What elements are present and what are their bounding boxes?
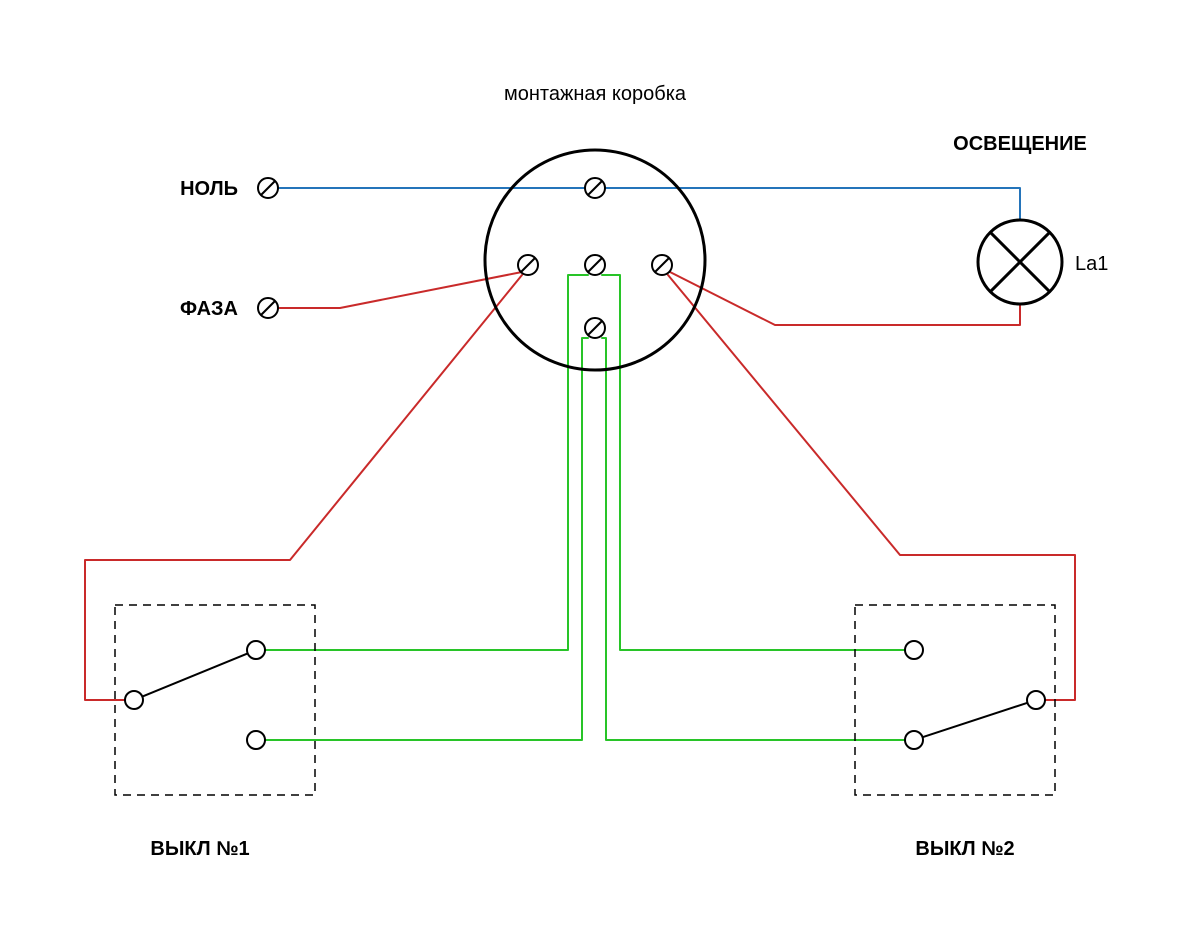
switch-1-common-node [125, 691, 143, 709]
switch-1-arm [142, 653, 247, 696]
label-phase: ФАЗА [180, 298, 238, 320]
switch-2 [855, 605, 1055, 795]
label-lamp: La1 [1075, 253, 1108, 275]
switch-2-upper-node [905, 641, 923, 659]
switch-2-common-node [1027, 691, 1045, 709]
switch-2-lower-node [905, 731, 923, 749]
switch-1-box [115, 605, 315, 795]
junction-box [485, 150, 705, 370]
wire-0 [278, 188, 1020, 220]
label-neutral: НОЛЬ [180, 178, 238, 200]
switch-1 [115, 605, 315, 795]
wires-layer [85, 188, 1075, 740]
label-switch2: ВЫКЛ №2 [915, 838, 1014, 860]
wiring-diagram: монтажная коробка НОЛЬ ФАЗА ОСВЕЩЕНИЕ La1 ВЫК… [0, 0, 1190, 941]
label-lighting: ОСВЕЩЕНИЕ [953, 133, 1087, 155]
switch-1-upper-node [247, 641, 265, 659]
labels-layer: монтажная коробка НОЛЬ ФАЗА ОСВЕЩЕНИЕ La1 ВЫК… [150, 83, 1108, 860]
wire-4 [668, 275, 1075, 700]
wire-3 [85, 275, 522, 700]
wire-5 [265, 275, 588, 650]
wire-7 [602, 275, 905, 650]
wire-8 [602, 338, 905, 740]
switch-2-box [855, 605, 1055, 795]
label-junction_box: монтажная коробка [504, 83, 687, 105]
label-switch1: ВЫКЛ №1 [150, 838, 249, 860]
wire-2 [670, 272, 1020, 325]
switch-1-lower-node [247, 731, 265, 749]
wire-6 [265, 338, 588, 740]
switch-2-arm [923, 703, 1028, 737]
lamp-symbol [978, 220, 1062, 304]
input-terminals [258, 178, 278, 318]
